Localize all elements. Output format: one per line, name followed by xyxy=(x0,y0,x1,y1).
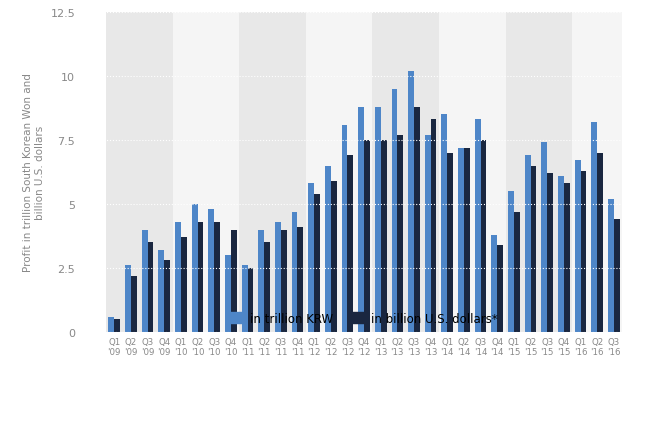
Bar xyxy=(431,120,436,332)
Bar xyxy=(381,141,387,332)
Bar xyxy=(214,222,220,332)
Bar xyxy=(564,184,570,332)
Bar xyxy=(259,230,264,332)
Bar xyxy=(208,210,214,332)
Bar xyxy=(198,222,203,332)
Bar xyxy=(297,227,303,332)
Bar xyxy=(580,171,587,332)
Bar xyxy=(281,230,287,332)
Bar xyxy=(439,13,506,332)
Bar xyxy=(225,256,231,332)
Bar xyxy=(306,13,372,332)
Bar xyxy=(248,268,253,332)
Bar xyxy=(597,153,603,332)
Bar xyxy=(547,174,553,332)
Bar xyxy=(325,166,331,332)
Bar xyxy=(131,276,137,332)
Bar xyxy=(514,212,520,332)
Bar xyxy=(372,13,439,332)
Bar xyxy=(591,123,597,332)
Bar xyxy=(391,89,397,332)
Bar xyxy=(158,250,164,332)
Bar xyxy=(114,320,120,332)
Bar xyxy=(492,235,497,332)
Bar xyxy=(172,13,239,332)
Bar xyxy=(574,161,580,332)
Bar xyxy=(464,148,470,332)
Bar xyxy=(314,194,320,332)
Bar xyxy=(292,212,297,332)
Bar xyxy=(231,230,236,332)
Bar xyxy=(397,135,403,332)
Bar xyxy=(347,156,353,332)
Bar xyxy=(608,199,614,332)
Bar xyxy=(239,13,306,332)
Bar xyxy=(497,245,503,332)
Bar xyxy=(181,238,187,332)
Bar xyxy=(164,261,170,332)
Bar xyxy=(480,141,486,332)
Bar xyxy=(525,156,530,332)
Bar xyxy=(508,192,514,332)
Bar xyxy=(125,266,131,332)
Bar xyxy=(341,125,347,332)
Bar xyxy=(331,181,337,332)
Bar xyxy=(425,135,431,332)
Bar xyxy=(375,107,381,332)
Bar xyxy=(106,13,172,332)
Bar xyxy=(242,266,248,332)
Bar xyxy=(358,107,364,332)
Legend: in trillion KRW, in billion U.S. dollars*: in trillion KRW, in billion U.S. dollars… xyxy=(226,307,502,330)
Bar xyxy=(364,141,370,332)
Bar xyxy=(572,13,622,332)
Bar xyxy=(442,115,448,332)
Bar xyxy=(142,230,148,332)
Bar xyxy=(275,222,281,332)
Bar xyxy=(506,13,572,332)
Bar xyxy=(614,220,620,332)
Bar xyxy=(408,72,414,332)
Bar xyxy=(448,153,453,332)
Bar xyxy=(458,148,464,332)
Bar xyxy=(541,143,547,332)
Bar xyxy=(192,204,198,332)
Bar xyxy=(264,243,270,332)
Bar xyxy=(530,166,536,332)
Bar xyxy=(414,107,420,332)
Bar xyxy=(475,120,480,332)
Bar xyxy=(558,176,564,332)
Bar xyxy=(175,222,181,332)
Bar xyxy=(108,317,114,332)
Y-axis label: Profit in trillion South Korean Won and
billion U.S. dollars: Profit in trillion South Korean Won and … xyxy=(23,73,45,272)
Bar xyxy=(148,243,154,332)
Bar xyxy=(308,184,314,332)
